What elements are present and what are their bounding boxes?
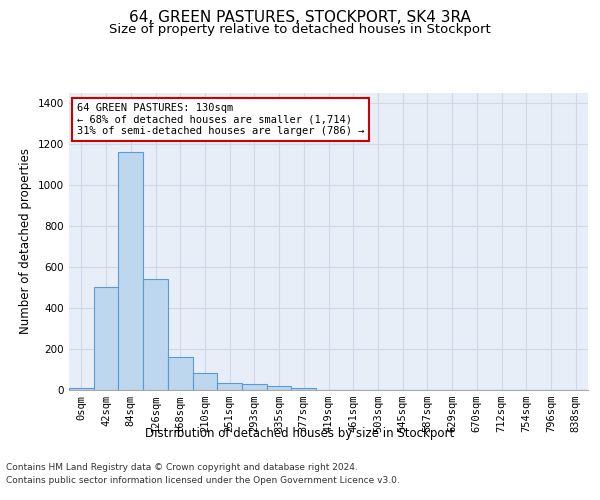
- Text: Size of property relative to detached houses in Stockport: Size of property relative to detached ho…: [109, 22, 491, 36]
- Text: 64, GREEN PASTURES, STOCKPORT, SK4 3RA: 64, GREEN PASTURES, STOCKPORT, SK4 3RA: [129, 10, 471, 25]
- Text: Contains public sector information licensed under the Open Government Licence v3: Contains public sector information licen…: [6, 476, 400, 485]
- Bar: [292, 388, 316, 390]
- Text: Distribution of detached houses by size in Stockport: Distribution of detached houses by size …: [145, 428, 455, 440]
- Text: 64 GREEN PASTURES: 130sqm
← 68% of detached houses are smaller (1,714)
31% of se: 64 GREEN PASTURES: 130sqm ← 68% of detac…: [77, 103, 364, 136]
- Bar: [69, 388, 94, 390]
- Bar: [143, 279, 168, 390]
- Bar: [94, 288, 118, 390]
- Bar: [193, 373, 217, 390]
- Bar: [118, 152, 143, 390]
- Bar: [242, 384, 267, 390]
- Y-axis label: Number of detached properties: Number of detached properties: [19, 148, 32, 334]
- Bar: [267, 386, 292, 390]
- Text: Contains HM Land Registry data © Crown copyright and database right 2024.: Contains HM Land Registry data © Crown c…: [6, 464, 358, 472]
- Bar: [217, 383, 242, 390]
- Bar: [168, 357, 193, 390]
